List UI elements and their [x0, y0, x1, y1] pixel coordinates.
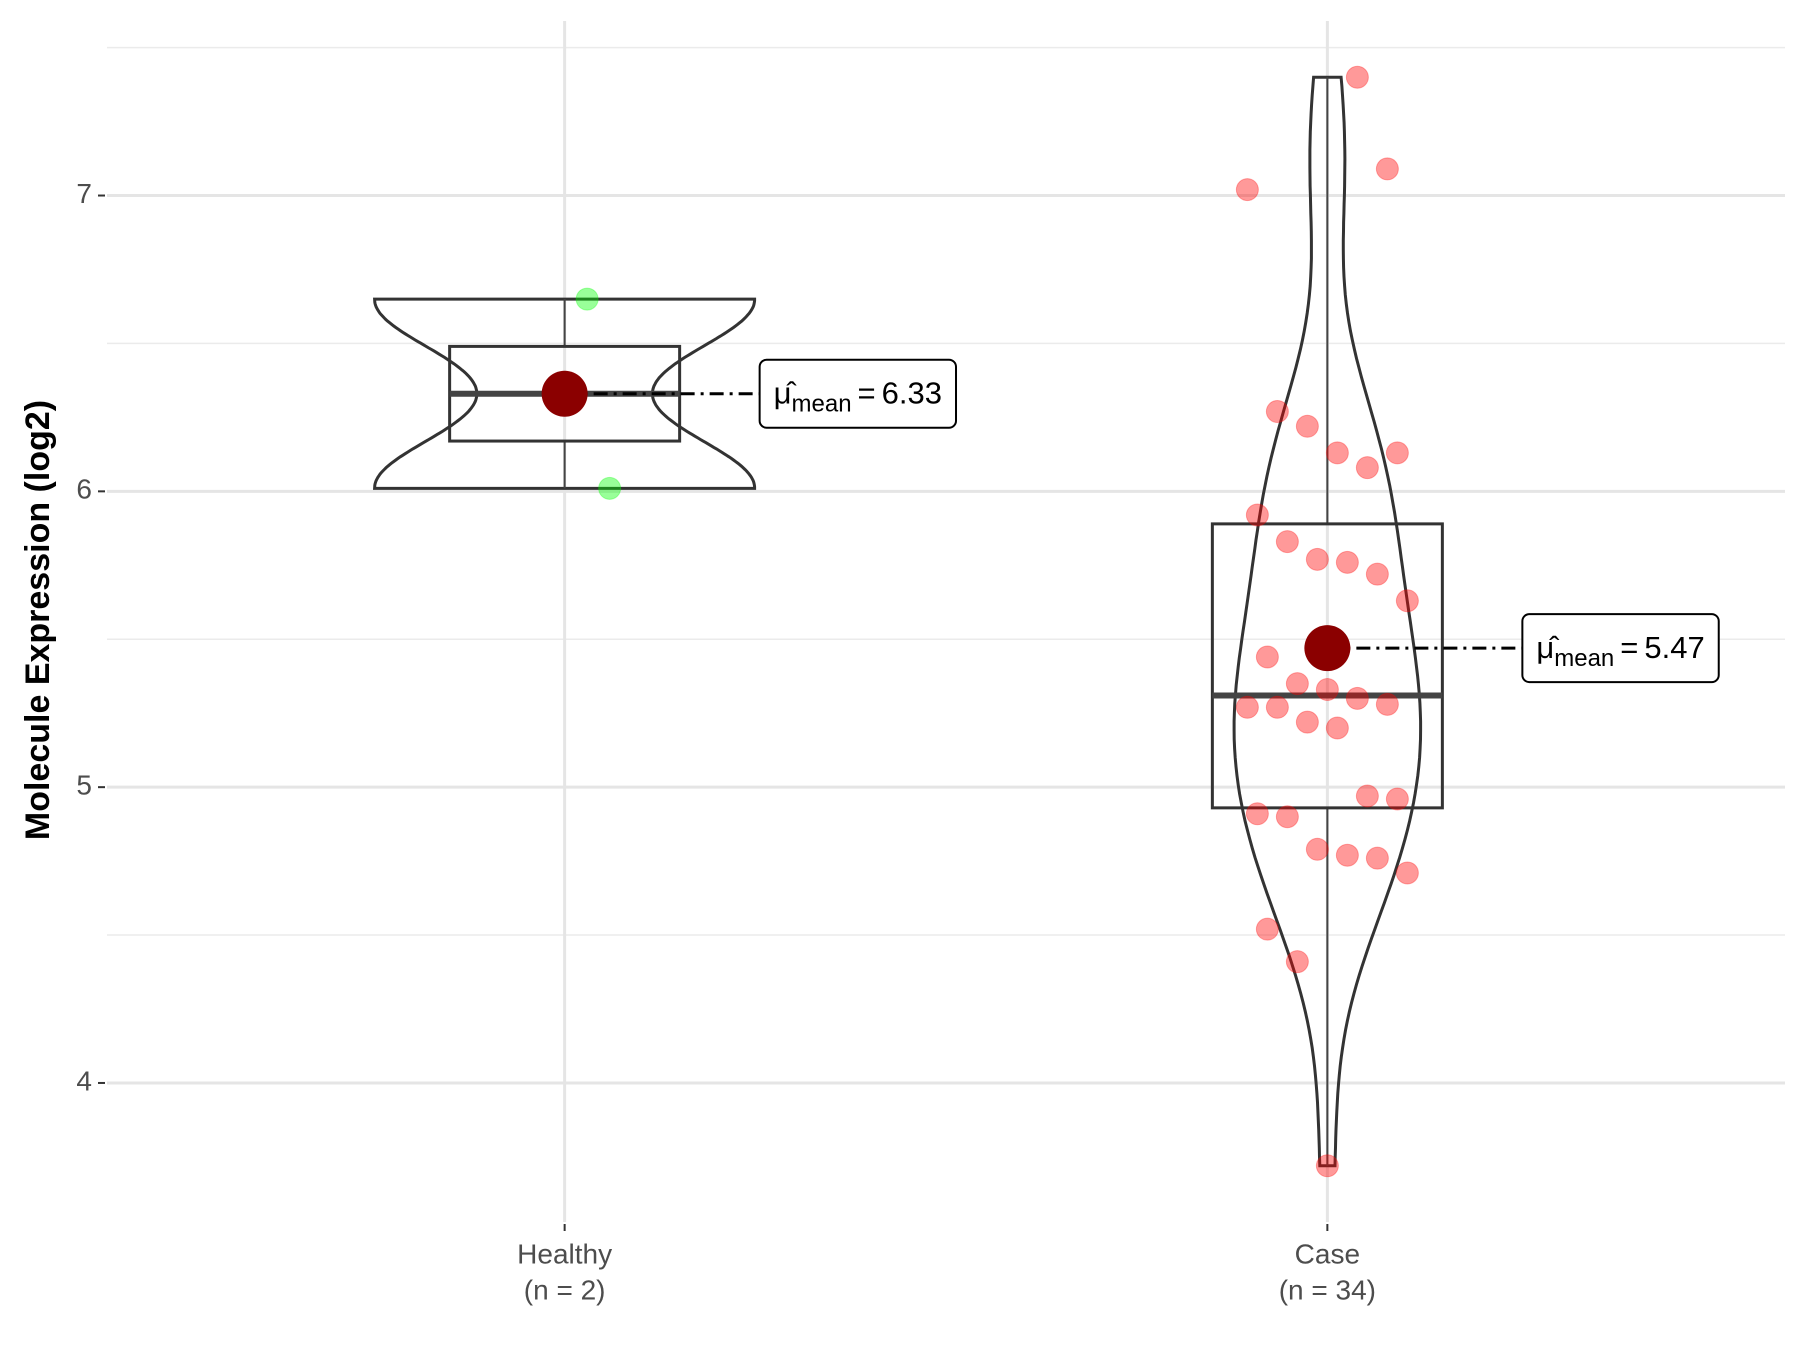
y-tick-label: 4 [76, 1065, 92, 1096]
data-point [1375, 157, 1399, 181]
data-point [1365, 562, 1389, 586]
data-point [1255, 645, 1279, 669]
data-point [1385, 441, 1409, 465]
mean-point [1304, 625, 1351, 672]
data-point [1395, 589, 1419, 613]
data-point [1335, 843, 1359, 867]
data-point [1395, 861, 1419, 885]
data-point [1305, 547, 1329, 571]
data-point [1365, 846, 1389, 870]
mean-operator: = [858, 376, 876, 411]
data-point [1335, 550, 1359, 574]
data-point [1375, 692, 1399, 716]
data-point [1245, 802, 1269, 826]
mean-label-text: μ̂mean = 5.47 [1536, 630, 1704, 672]
mean-label-box [758, 358, 958, 429]
data-point [1325, 441, 1349, 465]
x-tick-count: (n = 2) [524, 1274, 606, 1305]
data-point [1295, 414, 1319, 438]
data-point [1235, 695, 1259, 719]
data-point [1285, 950, 1309, 974]
mean-label-box [1521, 613, 1720, 684]
mean-label-text: μ̂mean = 6.33 [774, 376, 942, 418]
data-point [1315, 678, 1339, 702]
mean-label: μ̂mean = 5.47 [1521, 613, 1720, 684]
data-point [1265, 695, 1289, 719]
data-point [1275, 805, 1299, 829]
data-point [575, 287, 599, 311]
y-tick-label: 5 [76, 770, 92, 801]
mean-value: 6.33 [882, 376, 942, 411]
data-point [1325, 716, 1349, 740]
data-point [1345, 65, 1369, 89]
box [1210, 522, 1444, 810]
y-tick-label: 6 [76, 474, 92, 505]
data-point [1345, 686, 1369, 710]
mean-point [541, 370, 588, 417]
data-point [1235, 178, 1259, 202]
y-tick-label: 7 [76, 178, 92, 209]
data-point [1305, 837, 1329, 861]
mean-subscript: mean [792, 391, 852, 418]
mean-subscript: mean [1554, 645, 1614, 672]
x-tick-count: (n = 34) [1279, 1274, 1376, 1305]
data-point [1275, 530, 1299, 554]
x-tick-label: Case [1295, 1238, 1360, 1269]
data-point [1245, 503, 1269, 527]
mean-value: 5.47 [1644, 630, 1704, 665]
x-tick-label: Healthy [517, 1238, 612, 1269]
data-point [598, 476, 622, 500]
data-point [1355, 456, 1379, 480]
data-point [1265, 399, 1289, 423]
data-point [1315, 1154, 1339, 1178]
mean-operator: = [1620, 630, 1638, 665]
data-point [1255, 917, 1279, 941]
mean-label: μ̂mean = 6.33 [758, 358, 958, 429]
data-point [1355, 784, 1379, 808]
y-axis-title: Molecule Expression (log2) [19, 400, 57, 840]
data-point [1295, 710, 1319, 734]
data-point [1385, 787, 1409, 811]
data-point [1285, 672, 1309, 696]
